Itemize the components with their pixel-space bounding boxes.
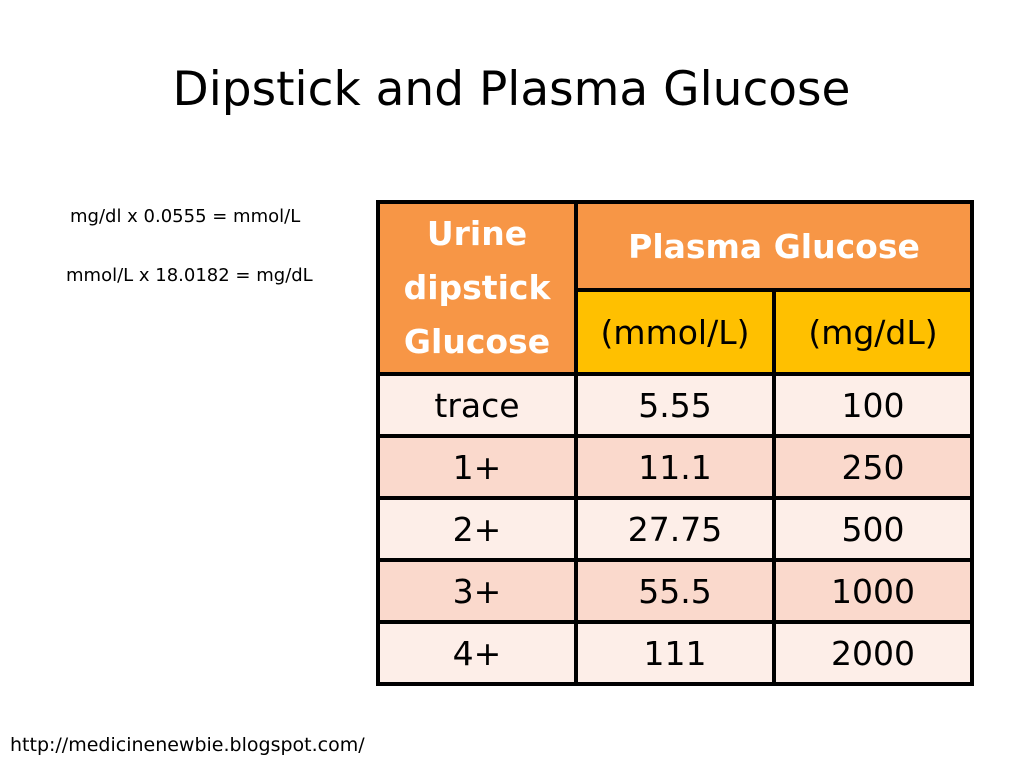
cell-dipstick: 4+: [376, 620, 578, 686]
cell-dipstick: trace: [376, 372, 578, 438]
header-urine-line: dipstick: [403, 268, 551, 307]
table-row: trace 5.55 100: [376, 372, 974, 438]
cell-dipstick: 1+: [376, 434, 578, 500]
table-row: 3+ 55.5 1000: [376, 558, 974, 624]
cell-mmol: 111: [574, 620, 776, 686]
table-row: 1+ 11.1 250: [376, 434, 974, 500]
cell-dipstick: 2+: [376, 496, 578, 562]
cell-mgdl: 1000: [772, 558, 974, 624]
cell-mgdl: 500: [772, 496, 974, 562]
table-header-row: Urine dipstick Glucose Plasma Glucose: [376, 200, 974, 376]
cell-dipstick: 3+: [376, 558, 578, 624]
header-urine-dipstick-glucose: Urine dipstick Glucose: [376, 200, 578, 376]
header-urine-line: Glucose: [403, 322, 551, 361]
cell-mmol: 5.55: [574, 372, 776, 438]
slide-title: Dipstick and Plasma Glucose: [172, 62, 851, 117]
glucose-table: Urine dipstick Glucose Plasma Glucose (m…: [376, 200, 974, 686]
cell-mmol: 55.5: [574, 558, 776, 624]
table-row: 2+ 27.75 500: [376, 496, 974, 562]
conversion-formula-mmol-to-mgdl: mmol/L x 18.0182 = mg/dL: [66, 265, 313, 286]
cell-mgdl: 2000: [772, 620, 974, 686]
table-row: 4+ 111 2000: [376, 620, 974, 686]
header-unit-mmol: (mmol/L): [574, 288, 776, 376]
cell-mgdl: 100: [772, 372, 974, 438]
header-urine-line: Urine: [426, 214, 528, 253]
table-unit-row: (mmol/L) (mg/dL): [378, 288, 974, 376]
header-plasma-glucose: Plasma Glucose: [574, 200, 974, 292]
header-unit-mgdl: (mg/dL): [772, 288, 974, 376]
cell-mmol: 11.1: [574, 434, 776, 500]
cell-mmol: 27.75: [574, 496, 776, 562]
cell-mgdl: 250: [772, 434, 974, 500]
conversion-formula-mgdl-to-mmol: mg/dl x 0.0555 = mmol/L: [70, 206, 301, 227]
source-url: http://medicinenewbie.blogspot.com/: [10, 734, 365, 756]
